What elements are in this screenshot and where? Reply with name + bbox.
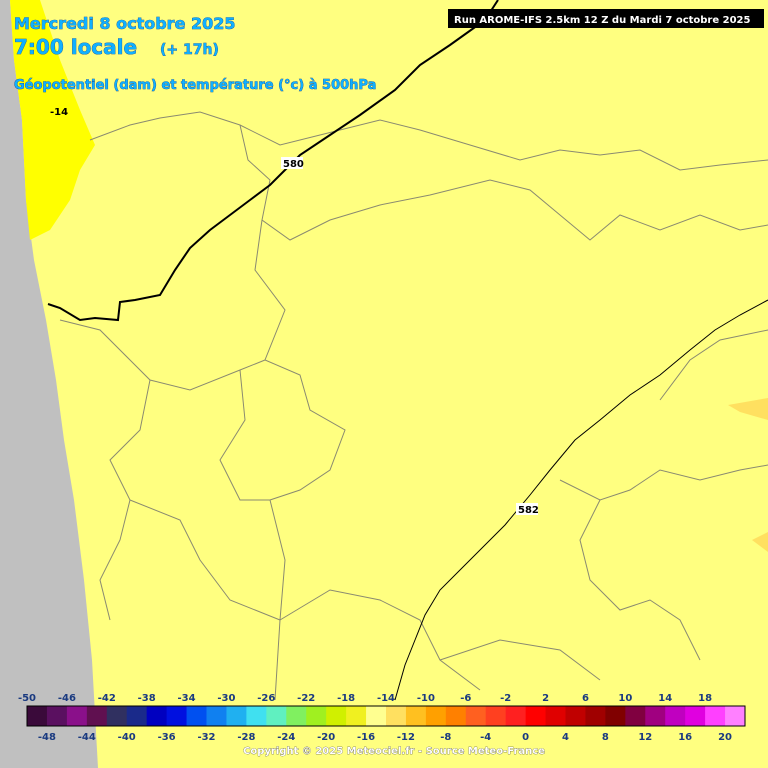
scale-label: -32 [197, 732, 215, 743]
color-swatch [66, 706, 88, 726]
scale-label: -46 [58, 693, 76, 704]
contour-line [47, 0, 499, 322]
color-swatch [505, 706, 527, 726]
color-swatch [485, 706, 507, 726]
scale-label: 6 [582, 693, 589, 704]
scale-label: 10 [618, 693, 632, 704]
scale-label: -2 [500, 693, 511, 704]
scale-label: 16 [678, 732, 692, 743]
color-swatch [166, 706, 188, 726]
color-swatch [445, 706, 467, 726]
scale-label: -20 [317, 732, 335, 743]
color-swatch [525, 706, 547, 726]
run-label: Run AROME-IFS 2.5km 12 Z du Mardi 7 octo… [454, 15, 750, 26]
scale-label: -50 [18, 693, 36, 704]
scale-label: 8 [602, 732, 609, 743]
color-swatch [326, 706, 347, 726]
color-swatch [286, 706, 307, 726]
color-swatch [27, 706, 48, 726]
scale-label: -14 [377, 693, 395, 704]
contour-label: -14 [50, 107, 68, 118]
scale-label: -10 [417, 693, 435, 704]
scale-label: -44 [78, 732, 96, 743]
scale-label: -34 [178, 693, 196, 704]
color-swatch [226, 706, 247, 726]
scale-label: -40 [118, 732, 136, 743]
scale-label: -36 [158, 732, 176, 743]
scale-label: -8 [440, 732, 451, 743]
scale-label: -18 [337, 693, 355, 704]
contour-label: 582 [518, 505, 539, 516]
color-swatch [585, 706, 606, 726]
color-swatch [725, 706, 746, 726]
color-swatch [346, 706, 367, 726]
color-swatch [46, 706, 68, 726]
lead-time: (+ 17h) [160, 42, 219, 58]
color-swatch [106, 706, 128, 726]
scale-label: 2 [542, 693, 549, 704]
borders [59, 111, 768, 701]
color-swatch [545, 706, 566, 726]
color-swatch [186, 706, 207, 726]
temperature-patch [752, 532, 768, 552]
color-swatch [366, 706, 387, 726]
color-swatch [405, 706, 427, 726]
temperature-patch [10, 0, 95, 240]
contour-label-box [516, 503, 538, 515]
scale-label: -6 [460, 693, 471, 704]
copyright: Copyright © 2025 Meteociel.fr - Source M… [243, 746, 545, 757]
color-swatch [605, 706, 626, 726]
time-title: 7:00 locale [14, 35, 137, 59]
scale-label: -26 [257, 693, 275, 704]
scale-label: 14 [658, 693, 672, 704]
color-swatch [565, 706, 586, 726]
color-scale: -50 -46 -42 -38 -34 -30 -26 -22 -18 -14 -10 -6 -2 2 6 1… [18, 693, 746, 743]
color-swatch [425, 706, 447, 726]
color-swatch [246, 706, 267, 726]
contour-line [394, 299, 768, 701]
scale-label: -42 [98, 693, 116, 704]
color-swatch [386, 706, 407, 726]
scale-label: -4 [480, 732, 491, 743]
scale-label: -38 [138, 693, 156, 704]
scale-label: -22 [297, 693, 315, 704]
scale-label: -30 [217, 693, 235, 704]
color-swatch [625, 706, 646, 726]
contour-label-box [281, 157, 303, 169]
scale-label: 20 [718, 732, 732, 743]
color-swatch [206, 706, 227, 726]
color-swatch [685, 706, 706, 726]
color-swatch [266, 706, 287, 726]
scale-label: 4 [562, 732, 569, 743]
color-swatch [86, 706, 108, 726]
color-swatch [306, 706, 327, 726]
scale-frame [26, 705, 746, 727]
color-swatch [465, 706, 487, 726]
scale-label: 0 [522, 732, 529, 743]
scale-label: 18 [698, 693, 712, 704]
contour-label: 580 [283, 159, 304, 170]
run-box [448, 9, 764, 28]
scale-label: -24 [277, 732, 295, 743]
color-swatch [665, 706, 686, 726]
scale-label: -28 [237, 732, 255, 743]
color-swatch [146, 706, 168, 726]
color-swatch [705, 706, 726, 726]
color-swatch [645, 706, 666, 726]
scale-label: -12 [397, 732, 415, 743]
sea [0, 0, 98, 768]
color-swatch [126, 706, 148, 726]
field-title: Géopotentiel (dam) et température (°c) à… [14, 78, 376, 93]
scale-label: -16 [357, 732, 375, 743]
temperature-patch [728, 398, 768, 420]
scale-label: -48 [38, 732, 56, 743]
date-title: Mercredi 8 octobre 2025 [14, 14, 236, 33]
scale-label: 12 [638, 732, 652, 743]
